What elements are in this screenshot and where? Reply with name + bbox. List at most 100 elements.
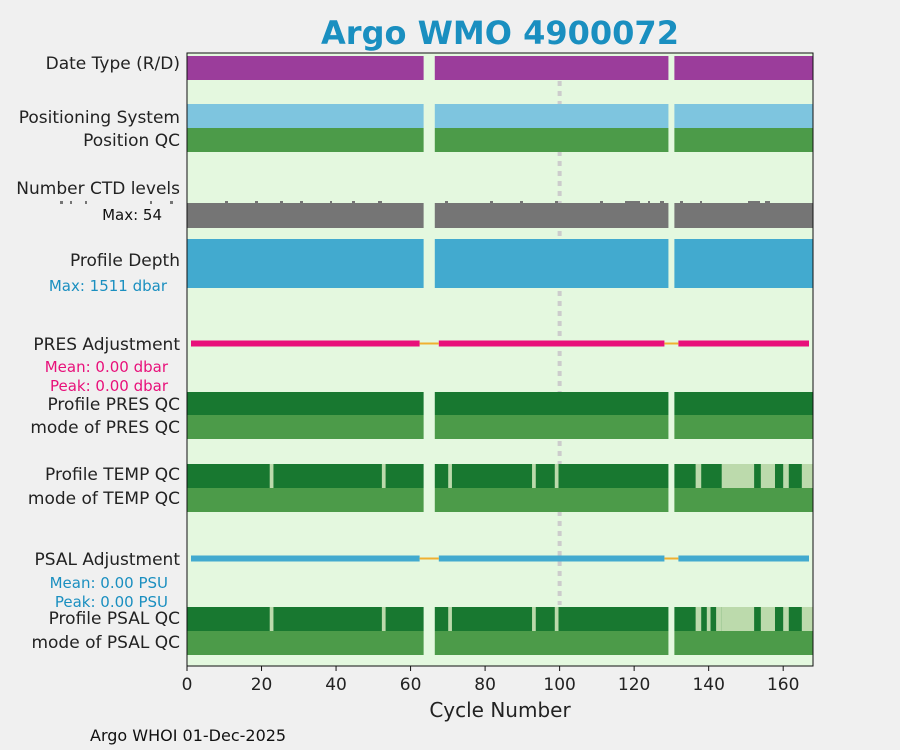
profile-psal-qc-light-2 — [448, 607, 452, 631]
date-type-bar-segment-0 — [187, 56, 424, 80]
profile-psal-qc-bar-segment-1 — [434, 607, 669, 631]
ctd-levels-bar-segment-0 — [187, 203, 424, 228]
x-tick-label-160: 160 — [767, 675, 799, 695]
x-tick-label-80: 80 — [474, 675, 496, 695]
positioning-system-bar-segment-1 — [434, 104, 669, 128]
mode-psal-qc-bar-segment-1 — [434, 631, 669, 655]
x-tick-label-120: 120 — [618, 675, 650, 695]
ctd-levels-notch-13 — [490, 201, 493, 204]
profile-psal-qc-light-7 — [716, 607, 722, 631]
ctd-levels-notch-2 — [85, 201, 87, 204]
mode-psal-qc-bar-segment-2 — [674, 631, 813, 655]
row-label-profile-depth: Profile Depth — [70, 251, 180, 271]
row-label-ctd-levels: Number CTD levels — [16, 179, 180, 199]
profile-psal-qc-light-1 — [381, 607, 386, 631]
positioning-system-bar-segment-0 — [187, 104, 424, 128]
position-qc-bar-segment-0 — [187, 128, 424, 152]
psal-adjustment-line-segment-0 — [191, 555, 420, 562]
profile-temp-qc-light-4 — [554, 464, 559, 488]
row-label-profile-pres-qc: Profile PRES QC — [47, 395, 180, 415]
profile-psal-qc-light-3 — [532, 607, 536, 631]
profile-psal-qc-light-8 — [721, 607, 755, 631]
row-label-position-qc: Position QC — [83, 131, 180, 151]
profile-depth-bar-segment-2 — [674, 239, 813, 288]
profile-psal-qc-light-0 — [269, 607, 274, 631]
x-axis: 0 20 40 60 80 100 120 140 160 — [182, 666, 799, 695]
profile-temp-qc-light-0 — [269, 464, 274, 488]
x-tick-label-0: 0 — [182, 675, 193, 695]
ctd-levels-notch-9 — [330, 201, 332, 204]
ctd-levels-notch-10 — [352, 201, 355, 204]
row-label-mode-psal-qc: mode of PSAL QC — [31, 633, 180, 653]
row-label-profile-temp-qc: Profile TEMP QC — [45, 465, 180, 485]
positioning-system-bar-segment-2 — [674, 104, 813, 128]
x-tick-label-100: 100 — [543, 675, 575, 695]
psal-adjustment-line-segment-1 — [438, 555, 665, 562]
profile-pres-qc-bar-segment-2 — [674, 392, 813, 415]
profile-psal-qc-light-6 — [706, 607, 711, 631]
profile-temp-qc-light-5 — [695, 464, 702, 488]
ctd-levels-notch-4 — [170, 201, 173, 204]
ctd-levels-notch-18 — [648, 201, 650, 204]
date-type-bar-segment-1 — [434, 56, 669, 80]
plot-frame — [186, 52, 814, 667]
mode-temp-qc-bar-segment-2 — [674, 488, 813, 512]
psal-adjustment-line-segment-2 — [678, 555, 809, 562]
ctd-levels-notch-7 — [280, 201, 283, 204]
row-label-mode-pres-qc: mode of PRES QC — [30, 418, 180, 438]
profile-temp-qc-light-2 — [448, 464, 452, 488]
ctd-levels-notch-8 — [300, 201, 303, 204]
x-tick-label-60: 60 — [400, 675, 422, 695]
pres-adjustment-mean-note: Mean: 0.00 dbar — [45, 358, 169, 376]
ctd-levels-notch-17 — [625, 201, 640, 204]
row-label-date-type: Date Type (R/D) — [46, 54, 180, 74]
pres-adjustment-line-segment-1 — [438, 340, 665, 347]
profile-depth-bar-segment-1 — [434, 239, 669, 288]
psal-adjustment-peak-note: Peak: 0.00 PSU — [55, 593, 168, 611]
ctd-levels-bar-segment-2 — [674, 203, 813, 228]
plot-background — [187, 53, 813, 666]
x-tick-label-20: 20 — [251, 675, 273, 695]
ctd-levels-notch-15 — [555, 201, 558, 204]
row-labels: Date Type (R/D) Positioning System Positio… — [16, 54, 180, 653]
profile-psal-qc-bar-segment-0 — [187, 607, 424, 631]
profile-temp-qc-bar-segment-1 — [434, 464, 669, 488]
mode-pres-qc-bar-segment-0 — [187, 415, 424, 439]
row-label-pres-adjustment: PRES Adjustment — [33, 335, 180, 355]
pres-adjustment-line-segment-2 — [678, 340, 809, 347]
pres-adjustment-peak-note: Peak: 0.00 dbar — [50, 377, 169, 395]
profile-temp-qc-light-9 — [801, 464, 813, 488]
x-tick-label-140: 140 — [692, 675, 724, 695]
plot-marks — [60, 56, 813, 655]
ctd-levels-notch-3 — [150, 201, 152, 204]
x-axis-label: Cycle Number — [429, 698, 571, 722]
ctd-levels-max-note: Max: 54 — [102, 206, 162, 224]
profile-pres-qc-bar-segment-0 — [187, 392, 424, 415]
ctd-levels-notch-22 — [748, 201, 760, 204]
ctd-levels-notch-5 — [225, 201, 228, 204]
ctd-levels-notch-23 — [765, 201, 770, 204]
mode-temp-qc-bar-segment-1 — [434, 488, 669, 512]
row-label-positioning: Positioning System — [19, 108, 180, 128]
row-label-psal-adjustment: PSAL Adjustment — [35, 550, 181, 570]
ctd-levels-notch-12 — [445, 201, 448, 204]
ctd-levels-notch-21 — [700, 201, 702, 204]
mode-pres-qc-bar-segment-2 — [674, 415, 813, 439]
profile-psal-qc-light-4 — [554, 607, 559, 631]
psal-adjustment-mean-note: Mean: 0.00 PSU — [50, 574, 168, 592]
profile-temp-qc-light-1 — [381, 464, 386, 488]
ctd-levels-notch-14 — [520, 201, 523, 204]
position-qc-bar-segment-2 — [674, 128, 813, 152]
profile-psal-qc-light-5 — [695, 607, 702, 631]
profile-temp-qc-bar-segment-0 — [187, 464, 424, 488]
position-qc-bar-segment-1 — [434, 128, 669, 152]
row-label-profile-psal-qc: Profile PSAL QC — [49, 609, 180, 629]
profile-psal-qc-light-9 — [760, 607, 775, 631]
footer-credit: Argo WHOI 01-Dec-2025 — [90, 726, 286, 745]
ctd-levels-notch-11 — [378, 201, 382, 204]
profile-depth-max-note: Max: 1511 dbar — [49, 277, 168, 295]
mode-pres-qc-bar-segment-1 — [434, 415, 669, 439]
chart-title: Argo WMO 4900072 — [321, 14, 679, 52]
row-label-mode-temp-qc: mode of TEMP QC — [28, 489, 180, 509]
